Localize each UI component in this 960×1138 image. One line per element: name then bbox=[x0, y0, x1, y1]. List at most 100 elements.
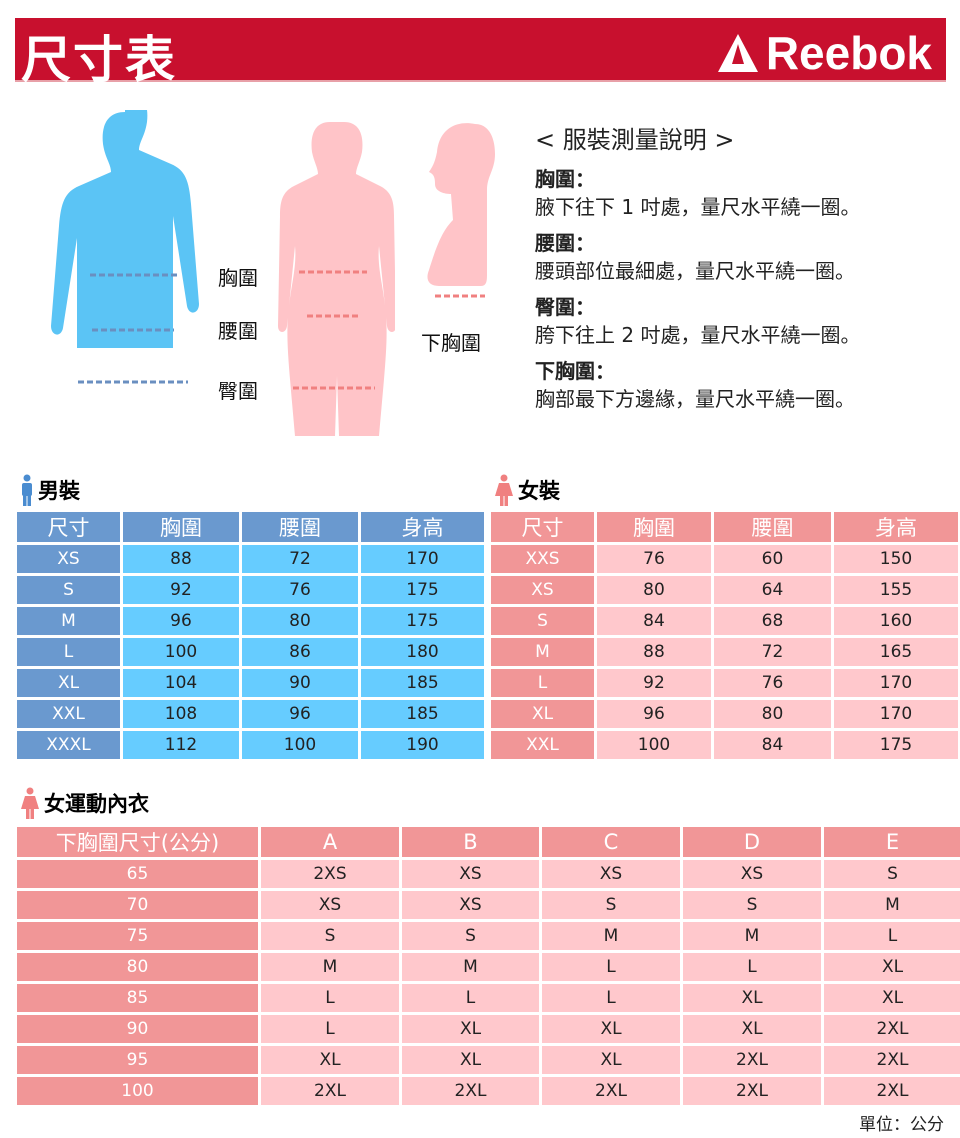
label-hip: 臀圍 bbox=[218, 379, 258, 403]
table-cell: 104 bbox=[123, 669, 239, 697]
table-cell: 190 bbox=[361, 731, 484, 759]
table-cell: 2XL bbox=[824, 1077, 960, 1105]
table-cell: 185 bbox=[361, 669, 484, 697]
table-row: 85 L L L XL XL bbox=[17, 984, 960, 1012]
male-figure-icon bbox=[51, 110, 199, 384]
table-cell: 80 bbox=[714, 700, 831, 728]
measurement-instructions: < 服裝測量說明 > 胸圍： 腋下往下 1 吋處，量尺水平繞一圈。 腰圍： 腰頭… bbox=[535, 120, 955, 421]
table-row: XXL 100 84 175 bbox=[491, 731, 958, 759]
women-section-title: 女裝 bbox=[494, 474, 560, 506]
table-cell: 170 bbox=[834, 700, 958, 728]
table-row: 95 XL XL XL 2XL 2XL bbox=[17, 1046, 960, 1074]
table-row: 65 2XS XS XS XS S bbox=[17, 860, 960, 888]
row-size-cell: 70 bbox=[17, 891, 258, 919]
table-cell: L bbox=[542, 984, 680, 1012]
row-size-cell: 65 bbox=[17, 860, 258, 888]
table-cell: 150 bbox=[834, 545, 958, 573]
table-cell: 100 bbox=[123, 638, 239, 666]
row-size-cell: XXL bbox=[17, 700, 120, 728]
table-row: XXXL 112 100 190 bbox=[17, 731, 484, 759]
row-size-cell: XS bbox=[491, 576, 594, 604]
instructions-title: < 服裝測量說明 > bbox=[535, 126, 735, 154]
table-cell: 100 bbox=[597, 731, 711, 759]
women-size-table: 尺寸 胸圍 腰圍 身高 XXS 76 60 150 XS 80 64 155 S 84 68 160 M 88 72… bbox=[488, 509, 960, 762]
table-cell: L bbox=[683, 953, 821, 981]
table-row: 100 2XL 2XL 2XL 2XL 2XL bbox=[17, 1077, 960, 1105]
table-cell: M bbox=[402, 953, 539, 981]
row-size-cell: 85 bbox=[17, 984, 258, 1012]
table-row: XXL 108 96 185 bbox=[17, 700, 484, 728]
table-cell: 88 bbox=[597, 638, 711, 666]
table-cell: XL bbox=[824, 953, 960, 981]
table-cell: 100 bbox=[242, 731, 358, 759]
table-cell: 165 bbox=[834, 638, 958, 666]
table-cell: 72 bbox=[242, 545, 358, 573]
men-section-title: 男裝 bbox=[20, 474, 80, 506]
instr-text: 胸部最下方邊緣，量尺水平繞一圈。 bbox=[535, 387, 855, 411]
column-header: 胸圍 bbox=[123, 512, 239, 542]
row-size-cell: XXL bbox=[491, 731, 594, 759]
table-cell: 72 bbox=[714, 638, 831, 666]
instr-text: 腰頭部位最細處，量尺水平繞一圈。 bbox=[535, 259, 855, 283]
row-size-cell: 80 bbox=[17, 953, 258, 981]
table-cell: 155 bbox=[834, 576, 958, 604]
row-size-cell: M bbox=[17, 607, 120, 635]
table-cell: XL bbox=[402, 1046, 539, 1074]
table-cell: 64 bbox=[714, 576, 831, 604]
table-cell: XL bbox=[261, 1046, 399, 1074]
instr-key: 腰圍： bbox=[535, 231, 595, 255]
table-cell: M bbox=[824, 891, 960, 919]
table-cell: 88 bbox=[123, 545, 239, 573]
table-cell: 175 bbox=[834, 731, 958, 759]
header-row: 下胸圍尺寸(公分) A B C D E bbox=[17, 827, 960, 857]
table-cell: S bbox=[824, 860, 960, 888]
table-cell: 68 bbox=[714, 607, 831, 635]
table-cell: XS bbox=[683, 860, 821, 888]
row-size-cell: S bbox=[17, 576, 120, 604]
page-title: 尺寸表 bbox=[21, 31, 177, 89]
female-icon bbox=[495, 474, 513, 506]
column-header: 腰圍 bbox=[714, 512, 831, 542]
brand-logo: Reebok bbox=[714, 26, 932, 80]
table-row: 70 XS XS S S M bbox=[17, 891, 960, 919]
row-size-cell: XXS bbox=[491, 545, 594, 573]
table-cell: S bbox=[683, 891, 821, 919]
table-cell: 90 bbox=[242, 669, 358, 697]
table-cell: S bbox=[261, 922, 399, 950]
reebok-delta-icon bbox=[717, 34, 758, 72]
table-row: XS 88 72 170 bbox=[17, 545, 484, 573]
female-profile-icon bbox=[427, 123, 495, 298]
instr-key: 臀圍： bbox=[535, 295, 595, 319]
table-row: S 92 76 175 bbox=[17, 576, 484, 604]
table-cell: 84 bbox=[714, 731, 831, 759]
column-header: 下胸圍尺寸(公分) bbox=[17, 827, 258, 857]
table-cell: 2XS bbox=[261, 860, 399, 888]
row-size-cell: XS bbox=[17, 545, 120, 573]
table-cell: XS bbox=[402, 860, 539, 888]
table-cell: 185 bbox=[361, 700, 484, 728]
table-row: L 92 76 170 bbox=[491, 669, 958, 697]
table-row: S 84 68 160 bbox=[491, 607, 958, 635]
row-size-cell: L bbox=[17, 638, 120, 666]
column-header: A bbox=[261, 827, 399, 857]
table-row: XS 80 64 155 bbox=[491, 576, 958, 604]
row-size-cell: XXXL bbox=[17, 731, 120, 759]
table-cell: 76 bbox=[714, 669, 831, 697]
table-cell: 180 bbox=[361, 638, 484, 666]
label-chest: 胸圍 bbox=[218, 266, 258, 290]
table-cell: 175 bbox=[361, 576, 484, 604]
table-row: XL 96 80 170 bbox=[491, 700, 958, 728]
table-cell: 2XL bbox=[683, 1077, 821, 1105]
male-icon bbox=[22, 474, 32, 506]
table-cell: XS bbox=[402, 891, 539, 919]
header-row: 尺寸 胸圍 腰圍 身高 bbox=[17, 512, 484, 542]
table-cell: 96 bbox=[597, 700, 711, 728]
table-row: XXS 76 60 150 bbox=[491, 545, 958, 573]
row-size-cell: XL bbox=[17, 669, 120, 697]
table-cell: 2XL bbox=[683, 1046, 821, 1074]
table-cell: 96 bbox=[123, 607, 239, 635]
table-cell: 2XL bbox=[402, 1077, 539, 1105]
table-cell: XL bbox=[683, 1015, 821, 1043]
row-size-cell: 95 bbox=[17, 1046, 258, 1074]
table-cell: 175 bbox=[361, 607, 484, 635]
